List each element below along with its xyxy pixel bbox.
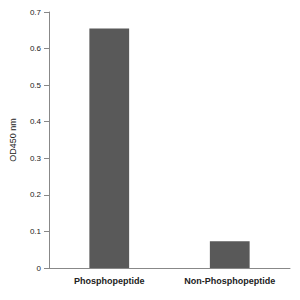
svg-text:0.1: 0.1 (30, 227, 42, 236)
svg-text:Phosphopeptide: Phosphopeptide (74, 276, 145, 286)
svg-text:0.5: 0.5 (30, 81, 42, 90)
svg-text:0: 0 (37, 264, 42, 273)
svg-text:OD450 nm: OD450 nm (8, 118, 18, 162)
svg-text:0.2: 0.2 (30, 190, 42, 199)
svg-text:0.3: 0.3 (30, 154, 42, 163)
svg-text:0.4: 0.4 (30, 117, 42, 126)
svg-text:Non-Phosphopeptide: Non-Phosphopeptide (184, 276, 275, 286)
svg-text:0.6: 0.6 (30, 44, 42, 53)
svg-text:0.7: 0.7 (30, 8, 42, 17)
